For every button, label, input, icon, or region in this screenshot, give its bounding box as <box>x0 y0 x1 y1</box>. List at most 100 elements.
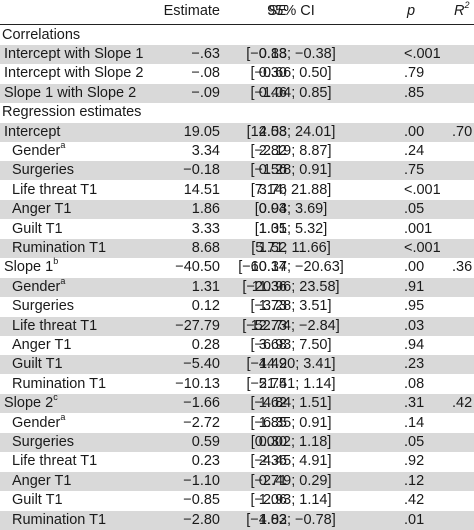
p-cell: .92 <box>404 453 425 470</box>
row-label: Gendera <box>12 275 66 297</box>
row-label-text: Intercept <box>4 123 61 140</box>
header-estimate: Estimate <box>163 3 220 19</box>
se-cell: 4.49 <box>258 356 287 373</box>
estimate-cell: 1.31 <box>191 278 220 295</box>
section-row: Correlations <box>0 26 474 45</box>
table-row: Surgeries 0.59 0.30 [0.002; 1.18] .05 <box>0 432 474 452</box>
se-cell: 1.01 <box>258 220 287 237</box>
row-label: Rumination T1 <box>12 375 106 394</box>
table-row: Slope 1b −40.50 10.14 [−60.37; −20.63] .00 .3… <box>0 256 474 277</box>
ci-cell: [−3.28; 3.51] <box>250 298 332 315</box>
table-row: Intercept 19.05 2.53 [14.08; 24.01] .00 .70 <box>0 122 474 142</box>
r2-cell: .36 <box>452 259 473 276</box>
estimate-cell: −2.72 <box>183 414 220 431</box>
table-row: Rumination T1 −10.13 5.75 [−21.41; 1.14] .08 <box>0 375 474 394</box>
p-cell: <.001 <box>404 45 441 62</box>
se-cell: 1.85 <box>258 414 287 431</box>
se-cell: 0.13 <box>258 45 287 62</box>
se-cell: 2.53 <box>258 123 287 140</box>
table-row: Gendera 1.31 11.36 [−20.96; 23.58] .91 <box>0 275 474 297</box>
se-cell: 0.30 <box>258 433 287 450</box>
p-cell: .79 <box>404 65 425 82</box>
p-cell: .85 <box>404 84 425 101</box>
row-label-text: Guilt T1 <box>12 220 63 237</box>
ci-cell: [−4.84; 1.51] <box>250 395 332 412</box>
p-cell: .00 <box>404 259 425 276</box>
p-cell: .05 <box>404 201 425 218</box>
header-r2-base: R <box>454 3 465 19</box>
row-label: Gendera <box>12 411 66 433</box>
row-label-text: Intercept with Slope 1 <box>4 45 144 62</box>
estimate-cell: −40.50 <box>175 259 220 276</box>
p-cell: .24 <box>404 142 425 159</box>
table-row: Gendera −2.72 1.85 [−6.35; 0.91] .14 <box>0 411 474 433</box>
header-row: Estimate SE 95% CI p R2 <box>0 0 474 21</box>
table-row: Intercept with Slope 1 −.63 0.13 [−0.88; −0… <box>0 44 474 64</box>
section-label: Regression estimates <box>2 103 141 122</box>
table-row: Surgeries −0.18 0.56 [−1.28; 0.91] .75 <box>0 161 474 181</box>
section-label: Correlations <box>2 26 80 45</box>
table-row: Life threat T1 14.51 3.76 [7.14; 21.88] <.00… <box>0 181 474 200</box>
estimate-cell: 0.23 <box>191 453 220 470</box>
header-se: SE <box>267 3 287 19</box>
ci-cell: [0.03; 3.69] <box>254 201 328 218</box>
row-label-text: Surgeries <box>12 433 75 450</box>
ci-cell: [7.14; 21.88] <box>250 181 332 198</box>
se-cell: 3.76 <box>258 181 287 198</box>
p-cell: .12 <box>404 472 425 489</box>
header-r2: R2 <box>454 0 470 21</box>
row-label-footnote: a <box>60 411 66 422</box>
table-row: Slope 1 with Slope 2 −.09 0.46 [−1.04; 0.85… <box>0 83 474 103</box>
row-label-footnote: a <box>60 140 66 151</box>
se-cell: 5.75 <box>258 375 287 392</box>
estimate-cell: −1.10 <box>183 472 220 489</box>
ci-cell: [−0.66; 0.50] <box>250 65 332 82</box>
p-cell: .42 <box>404 492 425 509</box>
se-cell: 3.68 <box>258 336 287 353</box>
table-row: Slope 2c −1.66 1.62 [−4.84; 1.51] .31 .42 <box>0 393 474 414</box>
r2-cell: .70 <box>452 123 473 140</box>
ci-cell: [−2.49; 0.29] <box>250 472 332 489</box>
header-r2-sup: 2 <box>464 0 470 11</box>
row-label-text: Gender <box>12 278 61 295</box>
p-cell: .03 <box>404 317 425 334</box>
p-cell: <.001 <box>404 181 441 198</box>
row-label: Surgeries <box>12 297 74 316</box>
estimate-cell: −.63 <box>191 45 220 62</box>
se-cell: 1.62 <box>258 395 287 412</box>
estimate-cell: −27.79 <box>175 317 220 334</box>
ci-cell: [−4.45; 4.91] <box>250 453 332 470</box>
row-label: Slope 1b <box>4 256 59 277</box>
row-label-footnote: b <box>53 256 59 267</box>
row-label-text: Life threat T1 <box>12 317 98 334</box>
se-cell: 0.71 <box>258 472 287 489</box>
table-row: Gendera 3.34 2.82 [−2.19; 8.87] .24 <box>0 140 474 161</box>
row-label-footnote: a <box>60 275 66 286</box>
p-cell: <.001 <box>404 239 441 256</box>
row-label-text: Slope 2 <box>4 395 54 412</box>
table-row: Anger T1 0.28 3.68 [−6.93; 7.50] .94 <box>0 336 474 355</box>
se-cell: 12.73 <box>250 317 287 334</box>
p-cell: .001 <box>404 220 433 237</box>
row-label: Rumination T1 <box>12 239 106 258</box>
ci-cell: [−2.93; 1.14] <box>250 492 332 509</box>
se-cell: 2.82 <box>258 142 287 159</box>
estimate-cell: 1.86 <box>191 201 220 218</box>
se-cell: 0.56 <box>258 162 287 179</box>
row-label: Anger T1 <box>12 336 71 355</box>
ci-cell: [−2.19; 8.87] <box>250 142 332 159</box>
p-cell: .94 <box>404 336 425 353</box>
row-label: Guilt T1 <box>12 220 63 239</box>
estimate-cell: 0.28 <box>191 336 220 353</box>
p-cell: .23 <box>404 356 425 373</box>
ci-cell: [−6.93; 7.50] <box>250 336 332 353</box>
se-cell: 1.73 <box>258 298 287 315</box>
ci-cell: [−1.04; 0.85] <box>250 84 332 101</box>
estimate-cell: 8.68 <box>191 239 220 256</box>
se-cell: 1.03 <box>258 511 287 528</box>
ci-cell: [−20.96; 23.58] <box>242 278 340 295</box>
row-label: Life threat T1 <box>12 317 97 336</box>
row-label: Surgeries <box>12 433 74 452</box>
row-label: Guilt T1 <box>12 491 63 510</box>
ci-cell: [−60.37; −20.63] <box>238 259 344 276</box>
